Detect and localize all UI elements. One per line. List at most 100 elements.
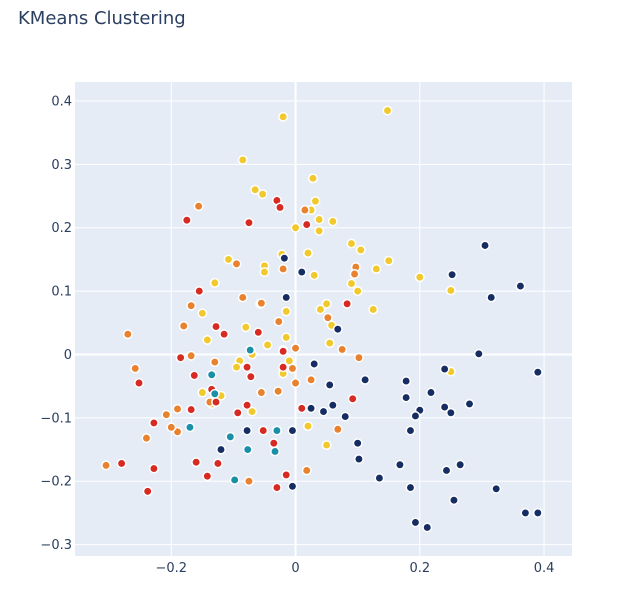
data-point: [405, 482, 416, 493]
data-point: [223, 254, 234, 265]
data-point: [520, 507, 531, 518]
data-point: [309, 359, 320, 369]
data-point: [237, 154, 248, 165]
data-point: [202, 471, 213, 482]
data-point: [245, 345, 256, 356]
data-point: [346, 278, 357, 289]
data-point: [271, 425, 282, 436]
data-point: [324, 379, 335, 390]
data-point: [273, 386, 284, 397]
data-point: [473, 348, 484, 359]
y-tick-label: −0.1: [40, 411, 72, 426]
data-point: [161, 409, 172, 420]
data-point: [178, 321, 189, 331]
data-point: [186, 350, 197, 361]
data-point: [480, 240, 490, 251]
data-point: [382, 105, 393, 116]
data-point: [327, 216, 338, 227]
y-axis-ticks: −0.3 −0.2 −0.1 0 0.1 0.2 0.3 0.4: [40, 95, 72, 554]
data-point: [211, 397, 221, 407]
data-point: [273, 316, 284, 327]
data-point: [322, 312, 333, 323]
y-tick-label: 0: [64, 348, 72, 363]
data-point: [439, 364, 450, 375]
data-point: [242, 425, 253, 436]
data-point: [278, 346, 289, 357]
data-point: [259, 267, 270, 278]
data-point: [279, 253, 290, 264]
data-point: [229, 475, 240, 485]
data-point: [270, 446, 280, 457]
data-point: [216, 444, 226, 455]
data-point: [197, 387, 208, 398]
data-point: [449, 495, 459, 506]
data-point: [321, 440, 332, 451]
data-point: [197, 308, 208, 319]
data-point: [410, 411, 421, 421]
data-point: [206, 369, 217, 380]
data-point: [184, 422, 195, 433]
data-point: [186, 404, 197, 415]
data-point: [337, 344, 348, 355]
data-point: [340, 411, 351, 422]
data-point: [278, 111, 289, 122]
x-tick-label: 0: [291, 561, 299, 576]
y-tick-label: −0.3: [40, 538, 72, 553]
data-point: [225, 431, 236, 442]
data-point: [244, 217, 254, 228]
data-point: [405, 425, 416, 436]
data-point: [318, 406, 329, 417]
data-point: [256, 387, 267, 398]
data-point: [299, 205, 310, 215]
data-point: [296, 267, 307, 278]
data-point: [242, 400, 253, 411]
data-point: [290, 378, 301, 388]
data-point: [275, 202, 285, 213]
data-point: [360, 374, 371, 385]
data-point: [148, 417, 159, 428]
data-point: [231, 258, 242, 269]
data-point: [142, 486, 153, 497]
series-1: [101, 201, 364, 487]
data-point: [271, 482, 282, 493]
data-point: [324, 338, 335, 349]
data-point: [353, 352, 364, 363]
data-point: [321, 298, 332, 309]
data-point: [368, 304, 379, 315]
data-point: [258, 425, 269, 436]
data-point: [257, 189, 268, 200]
series-2: [116, 195, 358, 497]
data-point: [349, 269, 360, 279]
data-point: [532, 507, 543, 518]
data-point: [141, 433, 152, 444]
data-point: [256, 298, 267, 309]
data-point: [352, 438, 363, 449]
data-point: [116, 458, 127, 469]
data-point: [414, 272, 425, 283]
data-point: [445, 285, 456, 296]
data-point: [401, 376, 412, 387]
data-point: [245, 371, 256, 382]
data-point: [307, 173, 318, 184]
data-point: [122, 329, 133, 340]
data-point: [422, 522, 433, 533]
data-point: [209, 388, 220, 399]
data-point: [240, 322, 251, 333]
data-point: [281, 469, 292, 480]
x-tick-label: 0.4: [534, 561, 555, 576]
data-point: [306, 374, 317, 385]
data-point: [134, 378, 144, 388]
data-point: [244, 476, 254, 487]
data-point: [464, 398, 475, 409]
data-point: [231, 362, 242, 373]
data-point: [346, 238, 357, 249]
data-point: [342, 298, 353, 309]
data-point: [439, 402, 450, 413]
data-point: [306, 403, 317, 414]
data-point: [486, 292, 497, 303]
data-point: [209, 277, 220, 288]
data-point: [189, 370, 200, 381]
data-point: [166, 422, 177, 433]
data-points: [101, 105, 543, 533]
data-point: [268, 438, 279, 449]
